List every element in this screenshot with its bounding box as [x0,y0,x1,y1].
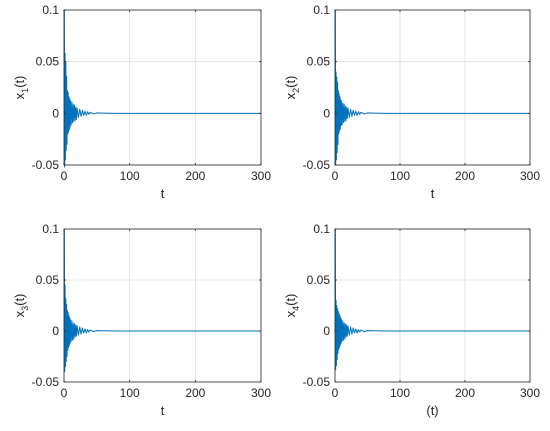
y-tick-label: 0.05 [307,55,331,69]
plot-area [64,10,261,165]
y-tick-label: 0 [52,324,59,338]
x-axis-label: t [431,186,435,201]
y-tick-label: -0.05 [303,375,331,389]
x-tick-label: 0 [332,169,339,183]
y-axis-label-subscript: 4 [291,306,301,311]
y-axis-label: x3(t) [12,294,30,318]
y-tick-label: 0.1 [313,222,330,236]
x-tick-label: 100 [390,386,410,400]
y-axis-label-tail: (t) [283,294,298,306]
x-tick-label: 300 [520,169,540,183]
series-line [334,9,530,166]
y-axis-label-main: x [283,310,298,317]
y-tick-label: 0.1 [313,3,330,17]
y-axis-label-tail: (t) [12,76,27,88]
y-axis-label: x1(t) [12,76,30,100]
series-line [63,9,261,168]
axes-box [63,228,262,383]
y-axis-label-tail: (t) [283,76,298,88]
x-tick-label: 300 [520,386,540,400]
x-tick-label: 0 [61,169,68,183]
y-axis-label-subscript: 2 [291,88,301,93]
x-tick-label: 0 [332,386,339,400]
y-tick-label: 0.05 [307,273,331,287]
y-axis-label-subscript: 3 [20,306,30,311]
y-axis-label: x4(t) [283,294,301,318]
y-tick-label: -0.05 [303,158,331,172]
series-line [334,228,530,371]
y-tick-label: 0 [52,106,59,120]
x-tick-label: 100 [390,169,410,183]
y-tick-label: 0.05 [36,273,60,287]
x-tick-label: 0 [61,386,68,400]
y-axis-label-main: x [12,92,27,99]
y-tick-label: 0.05 [36,55,60,69]
x-tick-label: 300 [251,169,271,183]
y-tick-label: 0.1 [42,3,59,17]
x-tick-label: 200 [455,169,475,183]
plot-area [64,229,261,382]
axes-box [334,9,531,166]
axes-box [63,9,262,166]
y-tick-label: 0.1 [42,222,59,236]
series-line [63,228,261,373]
x-axis-label: t [161,186,165,201]
plot-area [335,10,530,165]
y-axis-label-tail: (t) [12,294,27,306]
y-axis-label-main: x [283,92,298,99]
y-tick-label: -0.05 [32,375,60,389]
x-tick-label: 200 [455,386,475,400]
y-axis-label-main: x [12,310,27,317]
y-tick-label: 0 [323,106,330,120]
y-tick-label: 0 [323,324,330,338]
axes-box [334,228,531,383]
y-tick-label: -0.05 [32,158,60,172]
x-tick-label: 100 [120,169,140,183]
x-tick-label: 300 [251,386,271,400]
y-axis-label: x2(t) [283,76,301,100]
x-tick-label: 100 [120,386,140,400]
x-axis-label: t [161,403,165,418]
x-axis-label: (t) [426,403,438,418]
x-tick-label: 200 [185,169,205,183]
y-axis-label-subscript: 1 [20,88,30,93]
x-tick-label: 200 [185,386,205,400]
plot-area [335,229,530,382]
